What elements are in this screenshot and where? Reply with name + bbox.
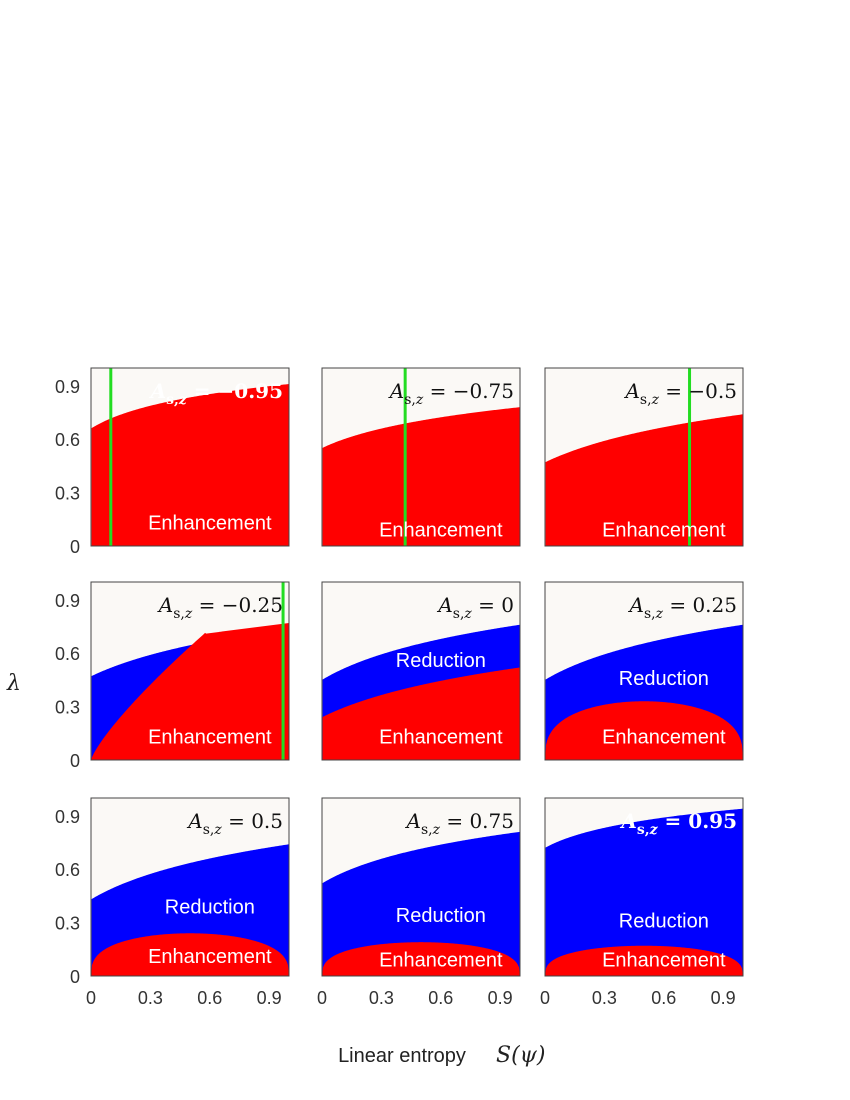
panel-2: Enhancement As,z = −0.75	[321, 367, 521, 547]
x-tick-label: 0.3	[138, 988, 163, 1008]
panel-3: Enhancement As,z = −0.5	[544, 367, 744, 547]
panel-5: Reduction Enhancement As,z = 0	[321, 581, 521, 761]
x-tick-label: 0	[86, 988, 96, 1008]
x-tick-labels: 0 0.3 0.6 0.9 0 0.3 0.6 0.9 0 0.3 0.6 0.9	[86, 988, 736, 1008]
reduction-label: Reduction	[619, 668, 709, 690]
y-tick-label: 0	[70, 751, 80, 771]
reduction-label: Reduction	[619, 911, 709, 933]
x-tick-label: 0.9	[257, 988, 282, 1008]
y-tick-label: 0.6	[55, 430, 80, 450]
asz-annotation: As,z = 0.95	[619, 809, 737, 838]
x-tick-label: 0.6	[428, 988, 453, 1008]
x-tick-label: 0.3	[369, 988, 394, 1008]
panel-grid: Enhancement As,z = −0.95 Enhancement As,z =…	[90, 367, 744, 977]
asz-annotation: As,z = −0.5	[623, 379, 737, 408]
panel-8: Reduction Enhancement As,z = 0.75	[321, 797, 521, 977]
reduction-label: Reduction	[396, 905, 486, 927]
y-tick-label: 0	[70, 967, 80, 987]
enhancement-label: Enhancement	[148, 513, 272, 535]
panel-frame	[321, 581, 521, 761]
asz-annotation: As,z = −0.25	[157, 593, 283, 622]
x-tick-label: 0	[317, 988, 327, 1008]
asz-annotation: As,z = 0	[436, 593, 514, 622]
x-tick-label: 0.6	[197, 988, 222, 1008]
enhancement-region	[91, 384, 289, 546]
enhancement-label: Enhancement	[602, 520, 726, 542]
panel-frame	[321, 367, 521, 547]
enhancement-label: Enhancement	[148, 946, 272, 968]
asz-annotation: As,z = −0.95	[149, 379, 283, 408]
asz-annotation: As,z = −0.75	[388, 379, 514, 408]
enhancement-label: Enhancement	[379, 520, 503, 542]
y-tick-labels: 0 0.3 0.6 0.9 0 0.3 0.6 0.9 0 0.3 0.6 0.9	[55, 377, 80, 987]
reduction-label: Reduction	[165, 896, 255, 918]
x-axis-label: Linear entropy	[338, 1045, 466, 1067]
panel-frame	[90, 797, 290, 977]
enhancement-region	[91, 933, 289, 976]
asz-annotation: As,z = 0.25	[628, 593, 738, 622]
panel-frame	[544, 581, 744, 761]
enhancement-region	[322, 407, 520, 546]
panel-frame	[321, 797, 521, 977]
enhancement-region	[322, 667, 520, 760]
enhancement-region	[545, 701, 743, 760]
panel-6: Reduction Enhancement As,z = 0.25	[544, 581, 744, 761]
x-tick-label: 0.9	[488, 988, 513, 1008]
x-tick-label: 0.3	[592, 988, 617, 1008]
enhancement-label: Enhancement	[148, 727, 272, 749]
panel-7: Reduction Enhancement As,z = 0.5	[90, 797, 290, 977]
y-tick-label: 0.6	[55, 860, 80, 880]
reduction-label: Reduction	[396, 650, 486, 672]
y-tick-label: 0.9	[55, 807, 80, 827]
enhancement-region	[545, 414, 743, 546]
enhancement-label: Enhancement	[379, 727, 503, 749]
panel-frame	[90, 581, 290, 761]
y-tick-label: 0.6	[55, 644, 80, 664]
y-tick-label: 0.3	[55, 914, 80, 934]
y-tick-label: 0	[70, 537, 80, 557]
panel-frame	[544, 367, 744, 547]
x-tick-label: 0.9	[711, 988, 736, 1008]
enhancement-label: Enhancement	[602, 950, 726, 972]
y-tick-label: 0.9	[55, 377, 80, 397]
y-tick-label: 0.9	[55, 591, 80, 611]
y-tick-label: 0.3	[55, 698, 80, 718]
reduction-region	[322, 831, 520, 976]
y-tick-label: 0.3	[55, 484, 80, 504]
asz-annotation: As,z = 0.5	[186, 809, 283, 838]
enhancement-region	[545, 945, 743, 976]
enhancement-region	[322, 942, 520, 976]
x-tick-label: 0	[540, 988, 550, 1008]
reduction-region	[545, 808, 743, 976]
x-axis-symbol: S(ψ)	[496, 1043, 546, 1068]
panel-frame	[544, 797, 744, 977]
panel-9: Reduction Enhancement As,z = 0.95	[544, 797, 744, 977]
panel-1: Enhancement As,z = −0.95	[90, 367, 290, 547]
panel-frame	[90, 367, 290, 547]
panel-4: Enhancement As,z = −0.25	[90, 581, 290, 761]
enhancement-label: Enhancement	[379, 950, 503, 972]
asz-annotation: As,z = 0.75	[405, 809, 515, 838]
y-axis-label: λ	[6, 671, 21, 696]
enhancement-label: Enhancement	[602, 727, 726, 749]
x-tick-label: 0.6	[651, 988, 676, 1008]
enhancement-region	[91, 622, 289, 760]
